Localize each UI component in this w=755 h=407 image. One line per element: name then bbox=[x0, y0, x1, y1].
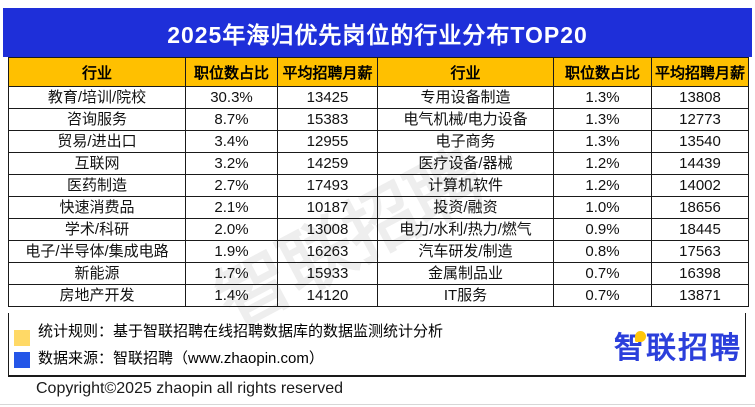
industry-cell: 电子/半导体/集成电路 bbox=[8, 240, 186, 263]
header-salary-left: 平均招聘月薪 bbox=[277, 57, 378, 87]
share-cell: 1.2% bbox=[553, 152, 652, 175]
industry-cell: 快速消费品 bbox=[8, 196, 186, 219]
share-cell: 0.8% bbox=[553, 240, 652, 263]
industry-cell: 计算机软件 bbox=[377, 174, 554, 197]
stat-rule-note: 统计规则：基于智联招聘在线招聘数据库的数据监测统计分析 bbox=[38, 323, 444, 340]
table-row: 咨询服务 8.7% 15383 电气机械/电力设备 1.3% 12773 bbox=[8, 108, 749, 131]
header-industry-right: 行业 bbox=[377, 57, 554, 87]
salary-cell: 13008 bbox=[277, 218, 378, 241]
industry-cell: 投资/融资 bbox=[377, 196, 554, 219]
salary-cell: 16398 bbox=[651, 262, 749, 285]
footer-border-box bbox=[8, 313, 746, 377]
salary-cell: 13871 bbox=[651, 284, 749, 307]
salary-cell: 15383 bbox=[277, 108, 378, 131]
table-row: 快速消费品 2.1% 10187 投资/融资 1.0% 18656 bbox=[8, 196, 749, 219]
industry-cell: 互联网 bbox=[8, 152, 186, 175]
table-row: 新能源 1.7% 15933 金属制品业 0.7% 16398 bbox=[8, 262, 749, 285]
industry-table: 行业 职位数占比 平均招聘月薪 行业 职位数占比 平均招聘月薪 教育/培训/院校… bbox=[8, 57, 749, 307]
salary-cell: 12773 bbox=[651, 108, 749, 131]
industry-cell: 房地产开发 bbox=[8, 284, 186, 307]
industry-cell: 医药制造 bbox=[8, 174, 186, 197]
industry-cell: 贸易/进出口 bbox=[8, 130, 186, 153]
table-row: 教育/培训/院校 30.3% 13425 专用设备制造 1.3% 13808 bbox=[8, 86, 749, 109]
share-cell: 0.9% bbox=[553, 218, 652, 241]
industry-cell: 电子商务 bbox=[377, 130, 554, 153]
title-banner: 2025年海归优先岗位的行业分布TOP20 bbox=[3, 8, 752, 57]
zhaopin-logo-text: 智联招聘 bbox=[614, 332, 742, 365]
header-share-right: 职位数占比 bbox=[553, 57, 652, 87]
header-salary-right: 平均招聘月薪 bbox=[651, 57, 749, 87]
table-row: 互联网 3.2% 14259 医疗设备/器械 1.2% 14439 bbox=[8, 152, 749, 175]
legend-yellow-square-icon bbox=[14, 330, 30, 346]
salary-cell: 16263 bbox=[277, 240, 378, 263]
salary-cell: 12955 bbox=[277, 130, 378, 153]
salary-cell: 13808 bbox=[651, 86, 749, 109]
salary-cell: 17493 bbox=[277, 174, 378, 197]
share-cell: 1.9% bbox=[185, 240, 278, 263]
header-industry-left: 行业 bbox=[8, 57, 186, 87]
salary-cell: 17563 bbox=[651, 240, 749, 263]
share-cell: 1.0% bbox=[553, 196, 652, 219]
salary-cell: 14259 bbox=[277, 152, 378, 175]
salary-cell: 13540 bbox=[651, 130, 749, 153]
logo-pin-icon bbox=[635, 331, 646, 342]
header-share-left: 职位数占比 bbox=[185, 57, 278, 87]
industry-cell: 电力/水利/热力/燃气 bbox=[377, 218, 554, 241]
industry-cell: 金属制品业 bbox=[377, 262, 554, 285]
salary-cell: 10187 bbox=[277, 196, 378, 219]
share-cell: 1.3% bbox=[553, 108, 652, 131]
table-row: 医药制造 2.7% 17493 计算机软件 1.2% 14002 bbox=[8, 174, 749, 197]
industry-cell: 咨询服务 bbox=[8, 108, 186, 131]
salary-cell: 18656 bbox=[651, 196, 749, 219]
industry-cell: IT服务 bbox=[377, 284, 554, 307]
share-cell: 2.0% bbox=[185, 218, 278, 241]
table-row: 电子/半导体/集成电路 1.9% 16263 汽车研发/制造 0.8% 17563 bbox=[8, 240, 749, 263]
legend-blue-square-icon bbox=[14, 352, 30, 368]
share-cell: 2.7% bbox=[185, 174, 278, 197]
industry-cell: 学术/科研 bbox=[8, 218, 186, 241]
share-cell: 1.2% bbox=[553, 174, 652, 197]
share-cell: 1.3% bbox=[553, 130, 652, 153]
share-cell: 1.3% bbox=[553, 86, 652, 109]
table-row: 房地产开发 1.4% 14120 IT服务 0.7% 13871 bbox=[8, 284, 749, 307]
salary-cell: 14120 bbox=[277, 284, 378, 307]
share-cell: 30.3% bbox=[185, 86, 278, 109]
industry-cell: 电气机械/电力设备 bbox=[377, 108, 554, 131]
industry-cell: 医疗设备/器械 bbox=[377, 152, 554, 175]
share-cell: 8.7% bbox=[185, 108, 278, 131]
share-cell: 1.4% bbox=[185, 284, 278, 307]
table-row: 贸易/进出口 3.4% 12955 电子商务 1.3% 13540 bbox=[8, 130, 749, 153]
share-cell: 2.1% bbox=[185, 196, 278, 219]
salary-cell: 14439 bbox=[651, 152, 749, 175]
zhaopin-logo: 智联招聘 bbox=[614, 331, 742, 367]
share-cell: 1.7% bbox=[185, 262, 278, 285]
share-cell: 0.7% bbox=[553, 284, 652, 307]
industry-cell: 汽车研发/制造 bbox=[377, 240, 554, 263]
table-row: 学术/科研 2.0% 13008 电力/水利/热力/燃气 0.9% 18445 bbox=[8, 218, 749, 241]
salary-cell: 15933 bbox=[277, 262, 378, 285]
industry-cell: 教育/培训/院校 bbox=[8, 86, 186, 109]
data-source-note: 数据来源：智联招聘（www.zhaopin.com） bbox=[38, 350, 324, 367]
copyright-text: Copyright©2025 zhaopin all rights reserv… bbox=[36, 380, 344, 397]
page-title: 2025年海归优先岗位的行业分布TOP20 bbox=[167, 21, 588, 48]
salary-cell: 14002 bbox=[651, 174, 749, 197]
table-header-row: 行业 职位数占比 平均招聘月薪 行业 职位数占比 平均招聘月薪 bbox=[8, 57, 749, 87]
industry-cell: 新能源 bbox=[8, 262, 186, 285]
share-cell: 3.4% bbox=[185, 130, 278, 153]
table-body: 教育/培训/院校 30.3% 13425 专用设备制造 1.3% 13808 咨询服务 8.7… bbox=[8, 86, 749, 307]
salary-cell: 18445 bbox=[651, 218, 749, 241]
share-cell: 3.2% bbox=[185, 152, 278, 175]
share-cell: 0.7% bbox=[553, 262, 652, 285]
industry-cell: 专用设备制造 bbox=[377, 86, 554, 109]
salary-cell: 13425 bbox=[277, 86, 378, 109]
excel-gridline bbox=[0, 404, 755, 405]
